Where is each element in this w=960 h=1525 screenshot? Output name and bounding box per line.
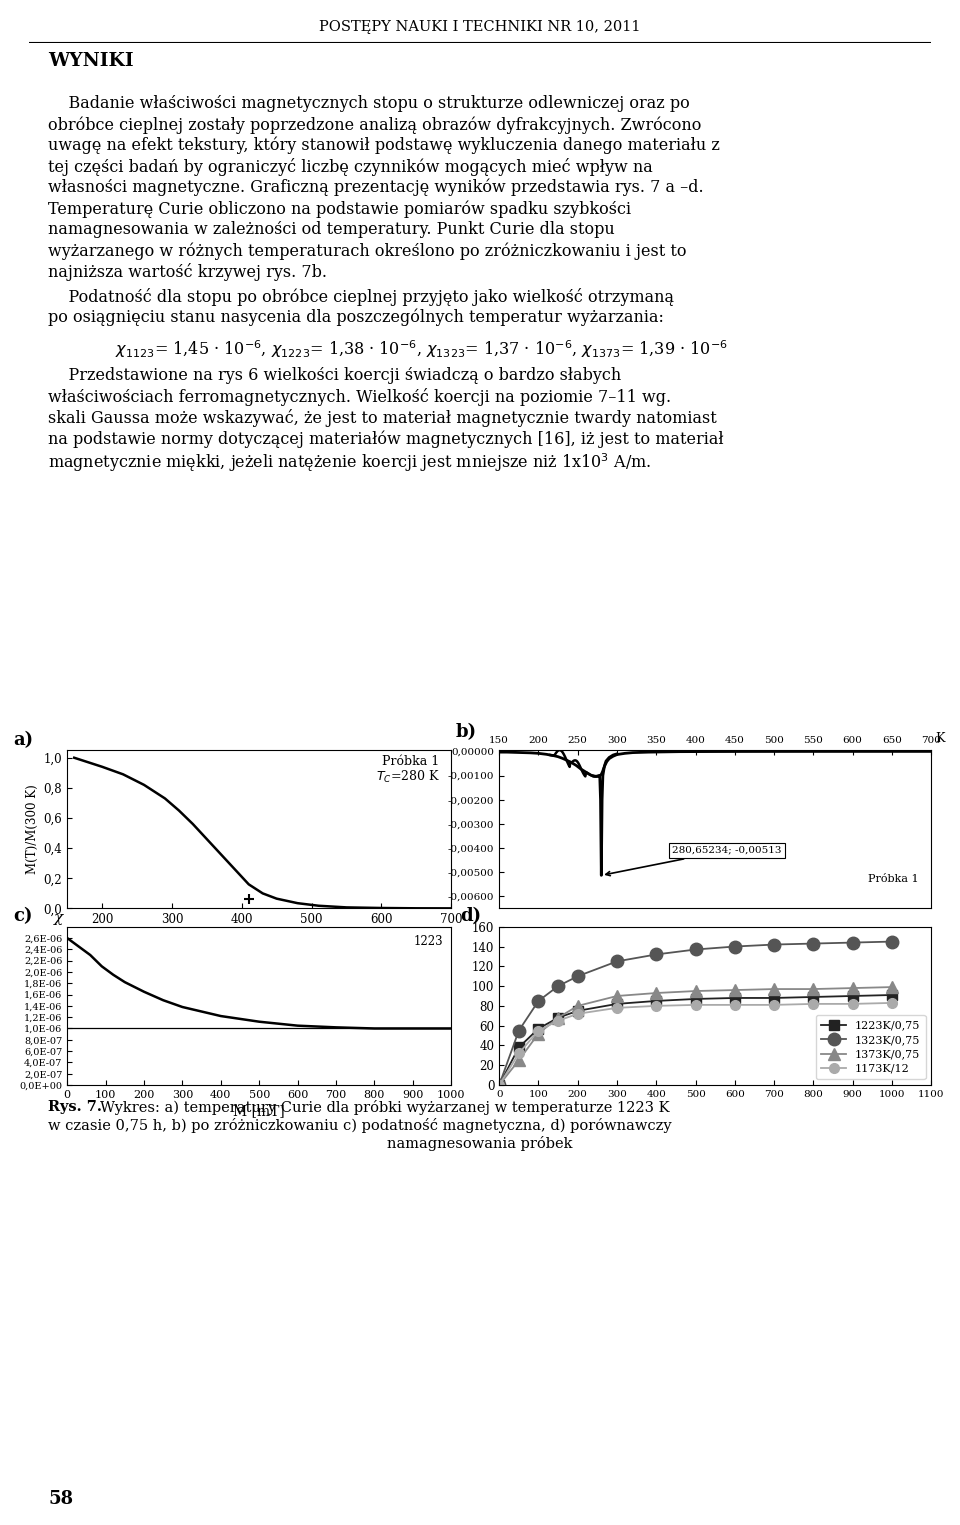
- Text: po osiągnięciu stanu nasycenia dla poszczególnych temperatur wyżarzania:: po osiągnięciu stanu nasycenia dla poszc…: [48, 310, 664, 326]
- 1173K/12: [533, 1022, 544, 1040]
- 1323K/0,75: [690, 941, 702, 959]
- 1173K/12: [552, 1011, 564, 1029]
- Text: WYNIKI: WYNIKI: [48, 52, 133, 70]
- 1373K/0,75: [729, 981, 740, 999]
- 1223K/0,75: [533, 1020, 544, 1039]
- Text: Próbka 1: Próbka 1: [868, 874, 918, 883]
- Text: Przedstawione na rys 6 wielkości koercji świadczą o bardzo słabych: Przedstawione na rys 6 wielkości koercji…: [48, 368, 621, 384]
- Text: uwagę na efekt tekstury, który stanowił podstawę wykluczenia danego materiału z: uwagę na efekt tekstury, który stanowił …: [48, 137, 720, 154]
- Text: w czasie 0,75 h, b) po zróżniczkowaniu c) podatność magnetyczna, d) porównawczy: w czasie 0,75 h, b) po zróżniczkowaniu c…: [48, 1118, 672, 1133]
- Legend: 1223K/0,75, 1323K/0,75, 1373K/0,75, 1173K/12: 1223K/0,75, 1323K/0,75, 1373K/0,75, 1173…: [816, 1016, 925, 1080]
- 1323K/0,75: [533, 991, 544, 1010]
- Text: tej części badań by ograniczyć liczbę czynników mogących mieć wpływ na: tej części badań by ograniczyć liczbę cz…: [48, 159, 653, 175]
- 1323K/0,75: [552, 978, 564, 996]
- 1373K/0,75: [690, 982, 702, 1000]
- Text: Rys. 7.: Rys. 7.: [48, 1100, 107, 1113]
- 1373K/0,75: [886, 978, 898, 996]
- 1373K/0,75: [612, 987, 623, 1005]
- 1323K/0,75: [612, 952, 623, 970]
- Text: Temperaturę Curie obliczono na podstawie pomiarów spadku szybkości: Temperaturę Curie obliczono na podstawie…: [48, 200, 631, 218]
- Text: namagnesowania próbek: namagnesowania próbek: [387, 1136, 573, 1151]
- 1223K/0,75: [612, 994, 623, 1013]
- Y-axis label: M(T)/M(300 K): M(T)/M(300 K): [27, 784, 39, 874]
- Text: własności magnetyczne. Graficzną prezentację wyników przedstawia rys. 7 a –d.: własności magnetyczne. Graficzną prezent…: [48, 178, 704, 197]
- Line: 1173K/12: 1173K/12: [494, 997, 897, 1090]
- Text: 280,65234; -0,00513: 280,65234; -0,00513: [606, 846, 781, 875]
- Text: POSTĘPY NAUKI I TECHNIKI NR 10, 2011: POSTĘPY NAUKI I TECHNIKI NR 10, 2011: [320, 20, 640, 35]
- 1223K/0,75: [651, 991, 662, 1010]
- 1173K/12: [493, 1075, 505, 1093]
- 1223K/0,75: [552, 1008, 564, 1026]
- Text: 1223: 1223: [414, 935, 444, 947]
- Text: χ: χ: [54, 910, 63, 926]
- 1323K/0,75: [807, 935, 819, 953]
- 1373K/0,75: [768, 981, 780, 999]
- 1373K/0,75: [807, 981, 819, 999]
- 1373K/0,75: [847, 979, 858, 997]
- Text: skali Gaussa może wskazywać, że jest to materiał magnetycznie twardy natomiast: skali Gaussa może wskazywać, że jest to …: [48, 409, 717, 427]
- Text: c): c): [13, 907, 33, 926]
- 1173K/12: [690, 996, 702, 1014]
- Text: d): d): [461, 907, 482, 926]
- 1173K/12: [768, 996, 780, 1014]
- Line: 1223K/0,75: 1223K/0,75: [494, 990, 897, 1090]
- 1223K/0,75: [807, 988, 819, 1007]
- Text: na podstawie normy dotyczącej materiałów magnetycznych [16], iż jest to materiał: na podstawie normy dotyczącej materiałów…: [48, 430, 724, 447]
- Text: Wykres: a) temperatury Curie dla próbki wyżarzanej w temperaturze 1223 K: Wykres: a) temperatury Curie dla próbki …: [100, 1100, 669, 1115]
- 1373K/0,75: [533, 1025, 544, 1043]
- 1223K/0,75: [729, 988, 740, 1007]
- Text: namagnesowania w zależności od temperatury. Punkt Curie dla stopu: namagnesowania w zależności od temperatu…: [48, 221, 614, 238]
- Text: $\chi_{1123}$= 1,45 · 10$^{-6}$, $\chi_{1223}$= 1,38 · 10$^{-6}$, $\chi_{1323}$=: $\chi_{1123}$= 1,45 · 10$^{-6}$, $\chi_{…: [115, 339, 728, 360]
- 1173K/12: [807, 994, 819, 1013]
- Text: $T_C$=280 K: $T_C$=280 K: [375, 769, 440, 785]
- Text: a): a): [13, 730, 34, 749]
- X-axis label: T [K]: T [K]: [242, 930, 276, 944]
- 1223K/0,75: [493, 1075, 505, 1093]
- 1173K/12: [651, 997, 662, 1016]
- 1223K/0,75: [847, 987, 858, 1005]
- 1223K/0,75: [690, 990, 702, 1008]
- 1323K/0,75: [651, 946, 662, 964]
- Text: magnetycznie miękki, jeżeli natężenie koercji jest mniejsze niż 1x10$^3$ A/m.: magnetycznie miękki, jeżeli natężenie ko…: [48, 451, 651, 474]
- Text: b): b): [456, 723, 477, 741]
- 1173K/12: [513, 1045, 524, 1063]
- 1373K/0,75: [552, 1008, 564, 1026]
- Line: 1323K/0,75: 1323K/0,75: [492, 935, 899, 1092]
- 1373K/0,75: [651, 984, 662, 1002]
- 1323K/0,75: [768, 935, 780, 953]
- 1373K/0,75: [493, 1075, 505, 1093]
- X-axis label: M [mT]: M [mT]: [233, 1104, 285, 1118]
- 1223K/0,75: [886, 985, 898, 1003]
- 1223K/0,75: [513, 1039, 524, 1057]
- 1173K/12: [612, 999, 623, 1017]
- 1173K/12: [729, 996, 740, 1014]
- Text: Badanie właściwości magnetycznych stopu o strukturze odlewniczej oraz po: Badanie właściwości magnetycznych stopu …: [48, 95, 689, 111]
- Text: Próbka 1: Próbka 1: [382, 755, 440, 769]
- 1323K/0,75: [513, 1022, 524, 1040]
- 1173K/12: [572, 1005, 584, 1023]
- Text: obróbce cieplnej zostały poprzedzone analizą obrazów dyfrakcyjnych. Zwrócono: obróbce cieplnej zostały poprzedzone ana…: [48, 116, 702, 134]
- Text: właściwościach ferromagnetycznych. Wielkość koercji na poziomie 7–11 wg.: właściwościach ferromagnetycznych. Wielk…: [48, 387, 671, 406]
- Text: K: K: [935, 732, 945, 746]
- 1223K/0,75: [768, 988, 780, 1007]
- Text: najniższa wartość krzywej rys. 7b.: najniższa wartość krzywej rys. 7b.: [48, 262, 327, 281]
- 1323K/0,75: [572, 967, 584, 985]
- 1323K/0,75: [729, 938, 740, 956]
- Text: 58: 58: [48, 1490, 73, 1508]
- 1323K/0,75: [847, 933, 858, 952]
- 1373K/0,75: [572, 997, 584, 1016]
- 1173K/12: [847, 994, 858, 1013]
- Text: Podatność dla stopu po obróbce cieplnej przyjęto jako wielkość otrzymaną: Podatność dla stopu po obróbce cieplnej …: [48, 288, 674, 307]
- 1173K/12: [886, 994, 898, 1013]
- 1323K/0,75: [886, 932, 898, 950]
- 1373K/0,75: [513, 1051, 524, 1069]
- 1223K/0,75: [572, 1002, 584, 1020]
- 1323K/0,75: [493, 1075, 505, 1093]
- Line: 1373K/0,75: 1373K/0,75: [493, 982, 898, 1090]
- Text: wyżarzanego w różnych temperaturach określono po zróżniczkowaniu i jest to: wyżarzanego w różnych temperaturach okre…: [48, 242, 686, 259]
